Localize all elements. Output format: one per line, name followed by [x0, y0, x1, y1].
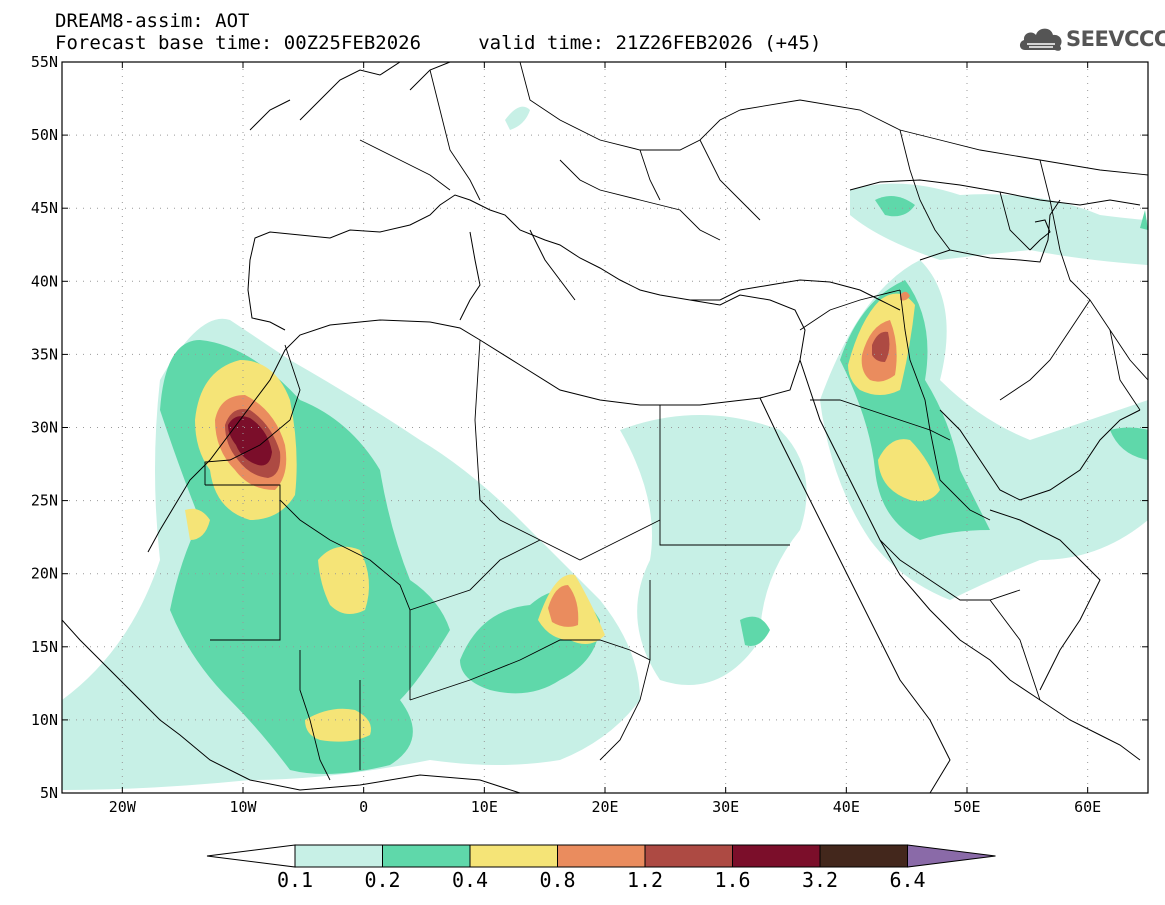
lat-tick-label: 20N: [31, 565, 58, 583]
lon-tick-label: 50E: [953, 798, 980, 816]
map-grid: [62, 62, 1148, 793]
colorbar-over-arrow: [907, 844, 996, 868]
lon-tick-label: 20E: [591, 798, 618, 816]
lat-tick-label: 55N: [31, 53, 58, 71]
lon-tick-label: 10E: [471, 798, 498, 816]
colorbar-label: 0.1: [277, 868, 313, 892]
lon-tick-label: 40E: [833, 798, 860, 816]
colorbar-label: 1.2: [627, 868, 663, 892]
aot-contour-0.1: [62, 106, 1148, 790]
logo-text: SEEVCCC: [1066, 27, 1165, 51]
lat-tick-label: 30N: [31, 419, 58, 437]
aot-contour-0.4: [185, 293, 940, 742]
lon-tick-label: 0: [359, 798, 368, 816]
lat-tick-label: 45N: [31, 199, 58, 217]
lat-tick-label: 50N: [31, 126, 58, 144]
colorbar-segment: [382, 844, 471, 868]
cloud-icon: [1019, 28, 1062, 51]
lat-tick-label: 15N: [31, 638, 58, 656]
colorbar-label: 6.4: [889, 868, 925, 892]
colorbar-segment: [732, 844, 821, 868]
lat-tick-label: 10N: [31, 711, 58, 729]
colorbar-segment: [469, 844, 558, 868]
colorbar-label: 0.4: [452, 868, 488, 892]
lon-tick-label: 20W: [109, 798, 137, 816]
chart-title: DREAM8-assim: AOT: [55, 10, 250, 32]
lon-tick-label: 60E: [1074, 798, 1101, 816]
colorbar-segment: [819, 844, 908, 868]
lon-tick-label: 30E: [712, 798, 739, 816]
aot-contour-1.6: [228, 416, 272, 466]
colorbar-label: 1.6: [714, 868, 750, 892]
colorbar-segment: [644, 844, 733, 868]
colorbar-under-arrow: [206, 844, 296, 868]
colorbar-segment: [557, 844, 646, 868]
country-borders: [204, 62, 1148, 781]
colorbar-segment: [294, 844, 383, 868]
colorbar-label: 3.2: [802, 868, 838, 892]
colorbar-label: 0.2: [364, 868, 400, 892]
aot-contour-0.8: [215, 291, 910, 627]
colorbar: [206, 844, 996, 868]
lat-tick-label: 25N: [31, 492, 58, 510]
aot-contour-0.2: [160, 196, 1148, 774]
lat-tick-label: 40N: [31, 272, 58, 290]
coastlines: [62, 62, 1141, 793]
lon-tick-label: 10W: [229, 798, 257, 816]
lat-tick-label: 35N: [31, 345, 58, 363]
forecast-times: Forecast base time: 00Z25FEB2026 valid t…: [55, 32, 822, 54]
aot-contour-1.2: [225, 331, 890, 478]
lat-tick-label: 5N: [40, 784, 58, 802]
colorbar-label: 0.8: [539, 868, 575, 892]
